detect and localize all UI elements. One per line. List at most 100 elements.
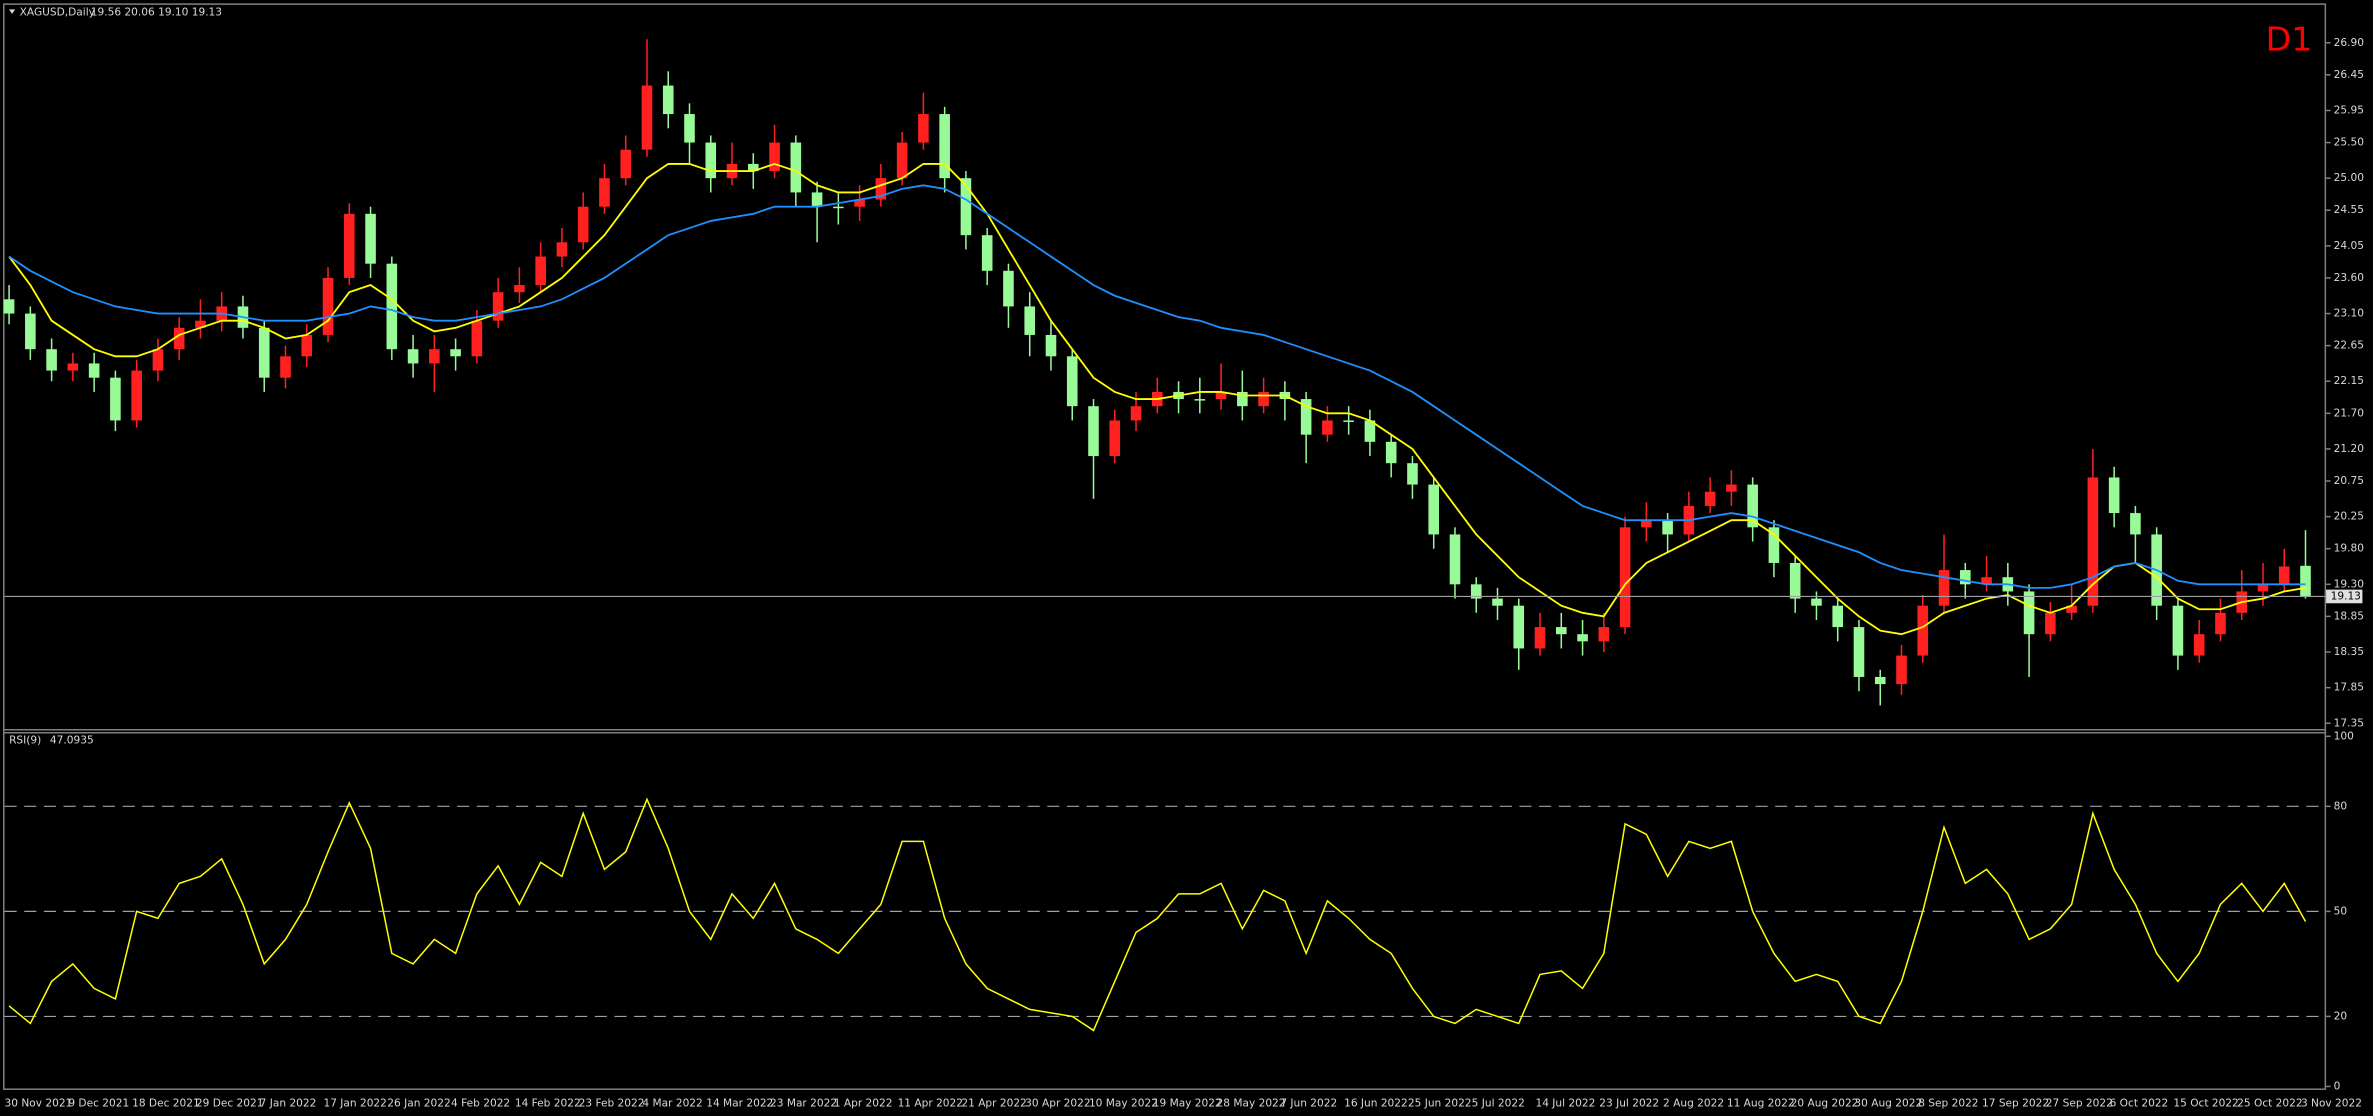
- x-tick-label: 18 Dec 2021: [132, 1098, 200, 1110]
- candle-body: [1555, 627, 1567, 635]
- indicator-value: 47.0935: [50, 734, 94, 746]
- candle-body: [641, 85, 653, 150]
- candle-body: [2278, 566, 2290, 585]
- x-tick-label: 4 Feb 2022: [451, 1098, 510, 1110]
- moving-average: [8, 184, 2306, 589]
- candle-body: [599, 178, 610, 207]
- x-tick-label: 17 Sep 2022: [1982, 1098, 2049, 1110]
- candle-body: [67, 363, 79, 371]
- candle-body: [1322, 420, 1333, 435]
- candle-body: [1896, 655, 1907, 685]
- y-tick-label: 21.70: [2334, 407, 2365, 419]
- candle-body: [492, 292, 504, 321]
- y-tick-label: 24.05: [2334, 240, 2364, 252]
- x-tick-label: 23 Jul 2022: [1599, 1098, 1659, 1110]
- candle-body: [322, 277, 334, 335]
- candle-body: [407, 349, 419, 364]
- candle-body: [705, 142, 717, 179]
- candle-body: [1258, 391, 1269, 407]
- last-price-box: [2326, 589, 2363, 604]
- x-tick-label: 4 Mar 2022: [642, 1098, 702, 1110]
- candle-body: [1789, 562, 1801, 599]
- candle-body: [3, 299, 15, 314]
- candle-body: [1811, 598, 1822, 606]
- candle-body: [88, 363, 100, 378]
- candle-body: [1343, 420, 1354, 422]
- candle-body: [450, 349, 461, 357]
- x-tick-label: 14 Jul 2022: [1535, 1098, 1595, 1110]
- candle-body: [2023, 591, 2035, 635]
- x-tick-label: 26 Jan 2022: [387, 1098, 450, 1110]
- candle-body: [1088, 406, 1099, 457]
- y-tick-label: 19.80: [2334, 543, 2365, 555]
- symbol: XAGUSD,Daily: [20, 6, 95, 18]
- x-tick-label: 5 Jul 2022: [1472, 1098, 1525, 1110]
- candle-body: [854, 199, 865, 207]
- x-tick-label: 9 Dec 2021: [68, 1098, 129, 1110]
- candle-body: [1385, 441, 1397, 464]
- x-tick-label: 16 Jun 2022: [1344, 1098, 1408, 1110]
- x-tick-label: 11 Apr 2022: [898, 1098, 963, 1110]
- candle-body: [2087, 477, 2099, 606]
- x-tick-label: 23 Mar 2022: [770, 1098, 837, 1110]
- candle-body: [1513, 605, 1525, 649]
- y-tick-label: 21.20: [2334, 443, 2365, 455]
- x-tick-label: 30 Nov 2021: [5, 1098, 73, 1110]
- candle-body: [1300, 399, 1312, 435]
- y-tick-label: 22.65: [2334, 340, 2364, 352]
- candle-body: [110, 377, 121, 421]
- rsi-tick-label: 100: [2334, 730, 2354, 742]
- candle-body: [747, 163, 759, 172]
- candle-body: [1449, 534, 1461, 585]
- y-tick-label: 20.75: [2334, 475, 2364, 487]
- candle-body: [684, 114, 695, 143]
- candle-body: [1428, 484, 1440, 535]
- candle-body: [833, 206, 844, 209]
- rsi-tick-label: 80: [2334, 800, 2348, 812]
- y-tick-label: 22.15: [2334, 375, 2364, 387]
- menu-arrow: [9, 9, 16, 14]
- candle-body: [1109, 420, 1121, 457]
- candle-body: [535, 256, 546, 286]
- candle-body: [195, 320, 206, 328]
- candle-body: [1768, 527, 1780, 563]
- x-tick-label: 19 May 2022: [1153, 1098, 1222, 1110]
- y-tick-label: 23.10: [2334, 308, 2365, 320]
- last-price-label: 19.13: [2331, 590, 2361, 602]
- candle-body: [1577, 634, 1588, 642]
- candle-body: [1492, 598, 1503, 606]
- candle-body: [1237, 391, 1248, 407]
- x-tick-label: 3 Nov 2022: [2301, 1098, 2362, 1110]
- candle-body: [790, 142, 802, 193]
- x-tick-label: 1 Apr 2022: [834, 1098, 893, 1110]
- x-tick-label: 17 Jan 2022: [323, 1098, 386, 1110]
- x-tick-label: 20 Aug 2022: [1791, 1098, 1859, 1110]
- candle-body: [1641, 520, 1652, 528]
- candle-body: [1598, 627, 1610, 642]
- candle-body: [1215, 391, 1227, 400]
- candle-body: [620, 149, 632, 179]
- x-tick-label: 28 May 2022: [1217, 1098, 1286, 1110]
- candle-body: [939, 114, 950, 179]
- indicator-title: RSI(9): [9, 734, 41, 746]
- rsi-line: [8, 797, 2307, 1032]
- x-tick-label: 30 Apr 2022: [1025, 1098, 1090, 1110]
- candle-body: [1726, 484, 1737, 492]
- x-tick-label: 11 Aug 2022: [1727, 1098, 1795, 1110]
- candle-body: [258, 327, 270, 378]
- y-tick-label: 20.25: [2334, 511, 2364, 523]
- candle-body: [1832, 605, 1844, 628]
- candle-body: [875, 178, 887, 200]
- candle-body: [301, 334, 313, 357]
- candle-body: [152, 349, 164, 371]
- x-tick-label: 14 Mar 2022: [706, 1098, 773, 1110]
- ohlc-readout: 19.56 20.06 19.10 19.13: [91, 6, 222, 18]
- x-tick-label: 23 Feb 2022: [579, 1098, 645, 1110]
- candle-body: [173, 327, 185, 350]
- y-tick-label: 26.90: [2334, 37, 2365, 49]
- timeframe: D1: [2266, 20, 2313, 59]
- candle-body: [1853, 627, 1865, 677]
- x-tick-label: 2 Aug 2022: [1663, 1098, 1724, 1110]
- x-tick-label: 10 May 2022: [1089, 1098, 1158, 1110]
- x-tick-label: 14 Feb 2022: [515, 1098, 581, 1110]
